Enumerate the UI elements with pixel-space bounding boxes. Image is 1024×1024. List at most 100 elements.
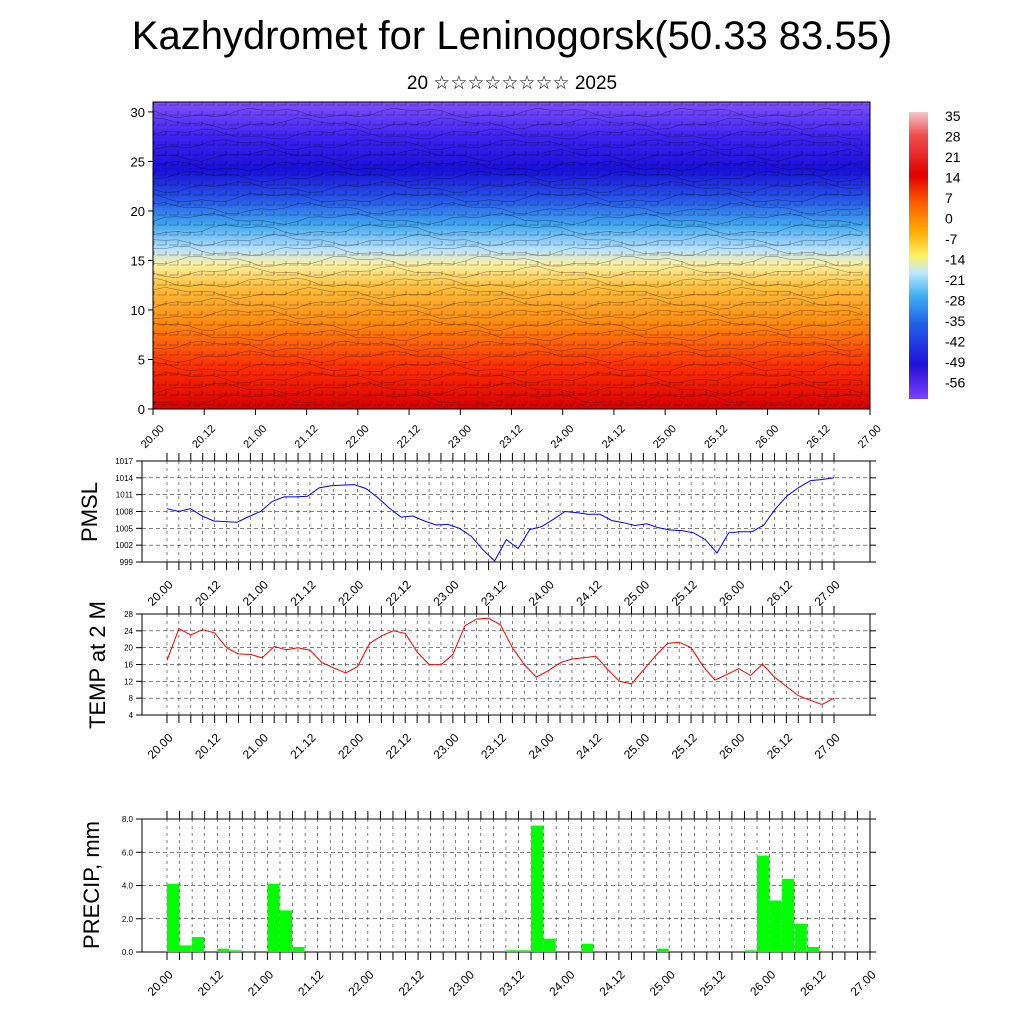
precip-xtick-label: 25.12 bbox=[697, 967, 728, 998]
contour-line bbox=[152, 319, 862, 331]
contour-line bbox=[152, 382, 862, 395]
contour-line bbox=[152, 372, 862, 384]
pmsl-ytick-label: 999 bbox=[120, 558, 134, 567]
precip-xtick-label: 23.12 bbox=[496, 967, 527, 998]
contour-line bbox=[152, 256, 862, 267]
pmsl-xtick-label: 26.00 bbox=[716, 577, 747, 608]
temp-xtick-label: 22.12 bbox=[383, 730, 414, 761]
contour-line bbox=[152, 117, 862, 130]
contour-line bbox=[152, 340, 862, 352]
precip-xtick-label: 26.00 bbox=[747, 967, 778, 998]
colorbar bbox=[909, 112, 928, 399]
colorbar-label: 14 bbox=[945, 170, 961, 186]
heatmap-xtick-label: 26.00 bbox=[753, 423, 781, 451]
heatmap-xtick-label: 23.00 bbox=[446, 423, 474, 451]
pmsl-xtick-label: 25.12 bbox=[669, 577, 700, 608]
precip-xtick-label: 22.00 bbox=[345, 967, 376, 998]
heatmap-xtick-label: 22.12 bbox=[395, 423, 423, 451]
precip-bar bbox=[167, 883, 180, 952]
pmsl-xtick-label: 25.00 bbox=[621, 577, 652, 608]
pmsl-series-line bbox=[166, 477, 835, 562]
precip-xtick-label: 24.12 bbox=[597, 967, 628, 998]
temp-series-line bbox=[166, 617, 835, 706]
colorbar-label: 28 bbox=[945, 129, 961, 145]
contour-line bbox=[152, 213, 862, 225]
contour-line bbox=[152, 350, 862, 363]
heatmap-ytick-label: 0 bbox=[138, 402, 145, 417]
precip-bar bbox=[782, 878, 795, 952]
precip-xtick-label: 21.00 bbox=[245, 967, 276, 998]
precip-xtick-label: 21.12 bbox=[295, 967, 326, 998]
precip-ytick-label: 4.0 bbox=[122, 882, 134, 891]
precip-ytick-label: 6.0 bbox=[122, 848, 134, 857]
colorbar-label: 7 bbox=[945, 190, 953, 206]
temp-xtick-label: 25.12 bbox=[669, 730, 700, 761]
pmsl-xtick-label: 23.12 bbox=[478, 577, 509, 608]
precip-bar bbox=[192, 937, 205, 952]
temp-xtick-label: 24.00 bbox=[526, 730, 557, 761]
pmsl-xtick-label: 27.00 bbox=[812, 577, 843, 608]
temp-xtick-label: 27.00 bbox=[812, 730, 843, 761]
pmsl-ytick-label: 1008 bbox=[115, 508, 133, 517]
precip-bar bbox=[292, 947, 305, 952]
precip-xtick-label: 24.00 bbox=[546, 967, 577, 998]
colorbar-label: -21 bbox=[945, 272, 965, 288]
pmsl-ytick-label: 1005 bbox=[115, 524, 133, 533]
heatmap-wind-field bbox=[153, 102, 870, 409]
heatmap-xtick-label: 21.00 bbox=[241, 423, 269, 451]
precip-xtick-label: 25.00 bbox=[647, 967, 678, 998]
precip-bar bbox=[769, 900, 782, 952]
precip-bar bbox=[217, 948, 230, 952]
heatmap-contours bbox=[152, 107, 862, 404]
temp-ytick-label: 8 bbox=[129, 694, 134, 703]
pmsl-xtick-label: 20.00 bbox=[145, 577, 176, 608]
temp-xtick-label: 21.00 bbox=[240, 730, 271, 761]
precip-ytick-label: 2.0 bbox=[122, 915, 134, 924]
colorbar-label: -49 bbox=[945, 354, 965, 370]
heatmap-ytick-label: 30 bbox=[131, 105, 145, 120]
heatmap-xtick-label: 27.00 bbox=[856, 423, 884, 451]
contour-line bbox=[152, 265, 862, 279]
pmsl-xtick-label: 20.12 bbox=[192, 577, 223, 608]
contour-line bbox=[152, 193, 862, 203]
colorbar-label: -56 bbox=[945, 375, 965, 391]
heatmap-xtick-label: 24.00 bbox=[549, 423, 577, 451]
heatmap-xtick-label: 25.12 bbox=[702, 423, 730, 451]
heatmap-ytick-label: 15 bbox=[131, 253, 145, 268]
pmsl-ytick-label: 1002 bbox=[115, 541, 133, 550]
colorbar-label: -7 bbox=[945, 231, 958, 247]
colorbar-label: -14 bbox=[945, 252, 965, 268]
precip-bar bbox=[807, 947, 820, 952]
temp-ytick-label: 12 bbox=[124, 677, 133, 686]
pmsl-ytick-label: 1011 bbox=[116, 491, 134, 500]
contour-line bbox=[152, 245, 862, 256]
temp-xtick-label: 24.12 bbox=[573, 730, 604, 761]
heatmap-xtick-label: 21.12 bbox=[293, 423, 321, 451]
chart-subtitle: 20 ☆☆☆☆☆☆☆☆ 2025 bbox=[406, 73, 618, 94]
pmsl-xtick-label: 22.12 bbox=[383, 577, 414, 608]
colorbar-label: -28 bbox=[945, 293, 965, 309]
precip-bar bbox=[179, 945, 192, 952]
precip-ytick-label: 8.0 bbox=[122, 815, 134, 824]
precip-bar bbox=[543, 938, 556, 952]
contour-line bbox=[152, 139, 862, 150]
contour-line bbox=[152, 309, 862, 320]
precip-bar bbox=[656, 948, 669, 952]
heatmap-xtick-label: 23.12 bbox=[497, 423, 525, 451]
colorbar-label: 21 bbox=[945, 149, 961, 165]
precip-bar bbox=[280, 910, 293, 952]
heatmap-ytick-label: 20 bbox=[131, 204, 145, 219]
contour-line bbox=[152, 181, 862, 193]
heatmap-ytick-label: 10 bbox=[131, 303, 145, 318]
precip-bar bbox=[531, 825, 544, 952]
heatmap-xtick-label: 20.12 bbox=[190, 423, 218, 451]
colorbar-label: 35 bbox=[945, 108, 961, 124]
pmsl-xtick-label: 23.00 bbox=[430, 577, 461, 608]
contour-line bbox=[152, 277, 862, 288]
heatmap-xtick-label: 26.12 bbox=[805, 423, 833, 451]
temp-ytick-label: 16 bbox=[124, 661, 133, 670]
heatmap-xtick-label: 22.00 bbox=[344, 423, 372, 451]
temp-ytick-label: 24 bbox=[124, 627, 133, 636]
temp-xtick-label: 25.00 bbox=[621, 730, 652, 761]
precip-bar bbox=[757, 855, 770, 952]
